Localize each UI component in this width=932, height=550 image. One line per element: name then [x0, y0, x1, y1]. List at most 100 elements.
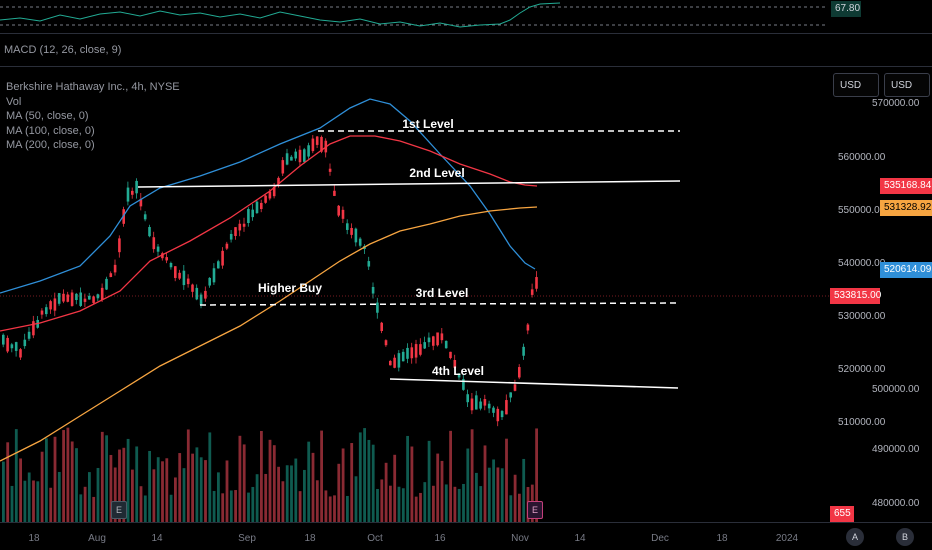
pane-separator[interactable] [0, 66, 932, 67]
legend-ma50[interactable]: MA (50, close, 0) [6, 110, 89, 122]
volume-bar [182, 468, 186, 522]
time-axis-label: 14 [574, 533, 586, 544]
volume-bar [500, 468, 504, 522]
candle-body [174, 266, 177, 278]
volume-bar [109, 454, 113, 522]
candle-body [234, 227, 237, 236]
earnings-badge[interactable]: E [111, 501, 127, 519]
candle-body [440, 333, 444, 341]
volume-bar [384, 462, 388, 522]
candle-body [182, 270, 186, 286]
volume-bar [126, 438, 130, 522]
price-axis-label: 490000.00 [872, 444, 920, 455]
volume-bar [277, 466, 280, 522]
volume-bar [432, 485, 435, 522]
candle-body [178, 272, 181, 279]
volume-bar [75, 448, 78, 522]
volume-bar [14, 429, 18, 522]
legend-ma200[interactable]: MA (200, close, 0) [6, 139, 95, 151]
volume-bar [152, 469, 156, 522]
candle-body [281, 160, 285, 174]
price-chart[interactable] [0, 66, 830, 522]
volume-bar [161, 461, 164, 522]
annotation-level1: 1st Level [402, 117, 454, 131]
legend-vol[interactable]: Vol [6, 95, 22, 108]
volume-bar [453, 486, 457, 522]
volume-bar [135, 446, 139, 522]
price-axis-label: 510000.00 [838, 417, 886, 428]
legend-ma100[interactable]: MA (100, close, 0) [6, 124, 95, 137]
currency-button-right[interactable]: USD [884, 73, 930, 97]
volume-bar [53, 436, 57, 522]
candle-body [522, 346, 525, 356]
volume-bar [92, 496, 96, 522]
candle-body [212, 268, 216, 283]
volume-bar [371, 444, 375, 522]
candle-body [298, 149, 302, 163]
price-axis-label: 480000.00 [872, 498, 920, 509]
volume-bar [186, 429, 190, 522]
candle-body [406, 347, 409, 359]
candle-body [307, 145, 310, 157]
candle-body [384, 340, 388, 346]
volume-bar [427, 440, 431, 522]
volume-bar [229, 490, 233, 522]
candle-body [285, 153, 289, 165]
candle-body [328, 168, 332, 172]
volume-bar [444, 484, 448, 522]
volume-bar [483, 445, 487, 522]
candle-body [513, 384, 517, 391]
candle-body [32, 321, 35, 336]
currency-button-left[interactable]: USD [833, 73, 879, 97]
candle-body [462, 379, 465, 390]
candlesticks [2, 135, 538, 427]
candle-body [238, 223, 242, 231]
rsi-value-tag: 67.80 [831, 1, 861, 17]
volume-bar [285, 465, 289, 522]
volume-bar [380, 479, 384, 522]
volume-bar [242, 444, 246, 522]
candle-body [247, 209, 250, 223]
volume-bar [462, 483, 465, 522]
log-scale-button[interactable]: B [896, 528, 914, 546]
legend-symbol[interactable]: Berkshire Hathaway Inc., 4h, NYSE [6, 81, 180, 93]
current-price-tag: 533815.00 [830, 288, 881, 304]
ma50-price-tag: 520614.09 [880, 262, 932, 278]
candle-body [139, 198, 143, 207]
candle-body [88, 295, 91, 300]
volume-bar [363, 428, 366, 522]
candle-body [45, 307, 48, 315]
candle-body [337, 205, 340, 216]
candle-body [186, 278, 190, 285]
candle-body [410, 347, 414, 359]
time-axis-label: Oct [367, 533, 383, 544]
rsi-line [0, 2, 561, 28]
time-axis[interactable] [0, 523, 830, 550]
volume-bars [2, 427, 538, 522]
candle-body [315, 136, 319, 145]
auto-scale-button[interactable]: A [846, 528, 864, 546]
volume-bar [376, 488, 379, 522]
candle-body [156, 246, 160, 252]
volume-bar [333, 495, 336, 522]
earnings-badge[interactable]: E [527, 501, 543, 519]
pane-separator[interactable] [0, 33, 932, 34]
candle-body [380, 322, 383, 332]
volume-bar [143, 495, 147, 522]
candle-body [509, 392, 512, 398]
price-axis-label: 540000.00 [838, 258, 886, 269]
ma200-line [0, 206, 538, 462]
time-axis-label: 16 [434, 533, 446, 544]
volume-bar [247, 492, 250, 522]
volume-bar [238, 435, 242, 522]
volume-bar [440, 460, 444, 522]
candle-body [268, 191, 272, 199]
volume-bar [354, 476, 358, 522]
candle-body [475, 395, 478, 410]
candle-body [204, 290, 207, 299]
ma200-price-tag: 531328.92 [880, 200, 932, 216]
candle-body [75, 293, 78, 301]
volume-bar [487, 467, 491, 522]
volume-bar [307, 441, 311, 522]
volume-bar [436, 453, 440, 522]
